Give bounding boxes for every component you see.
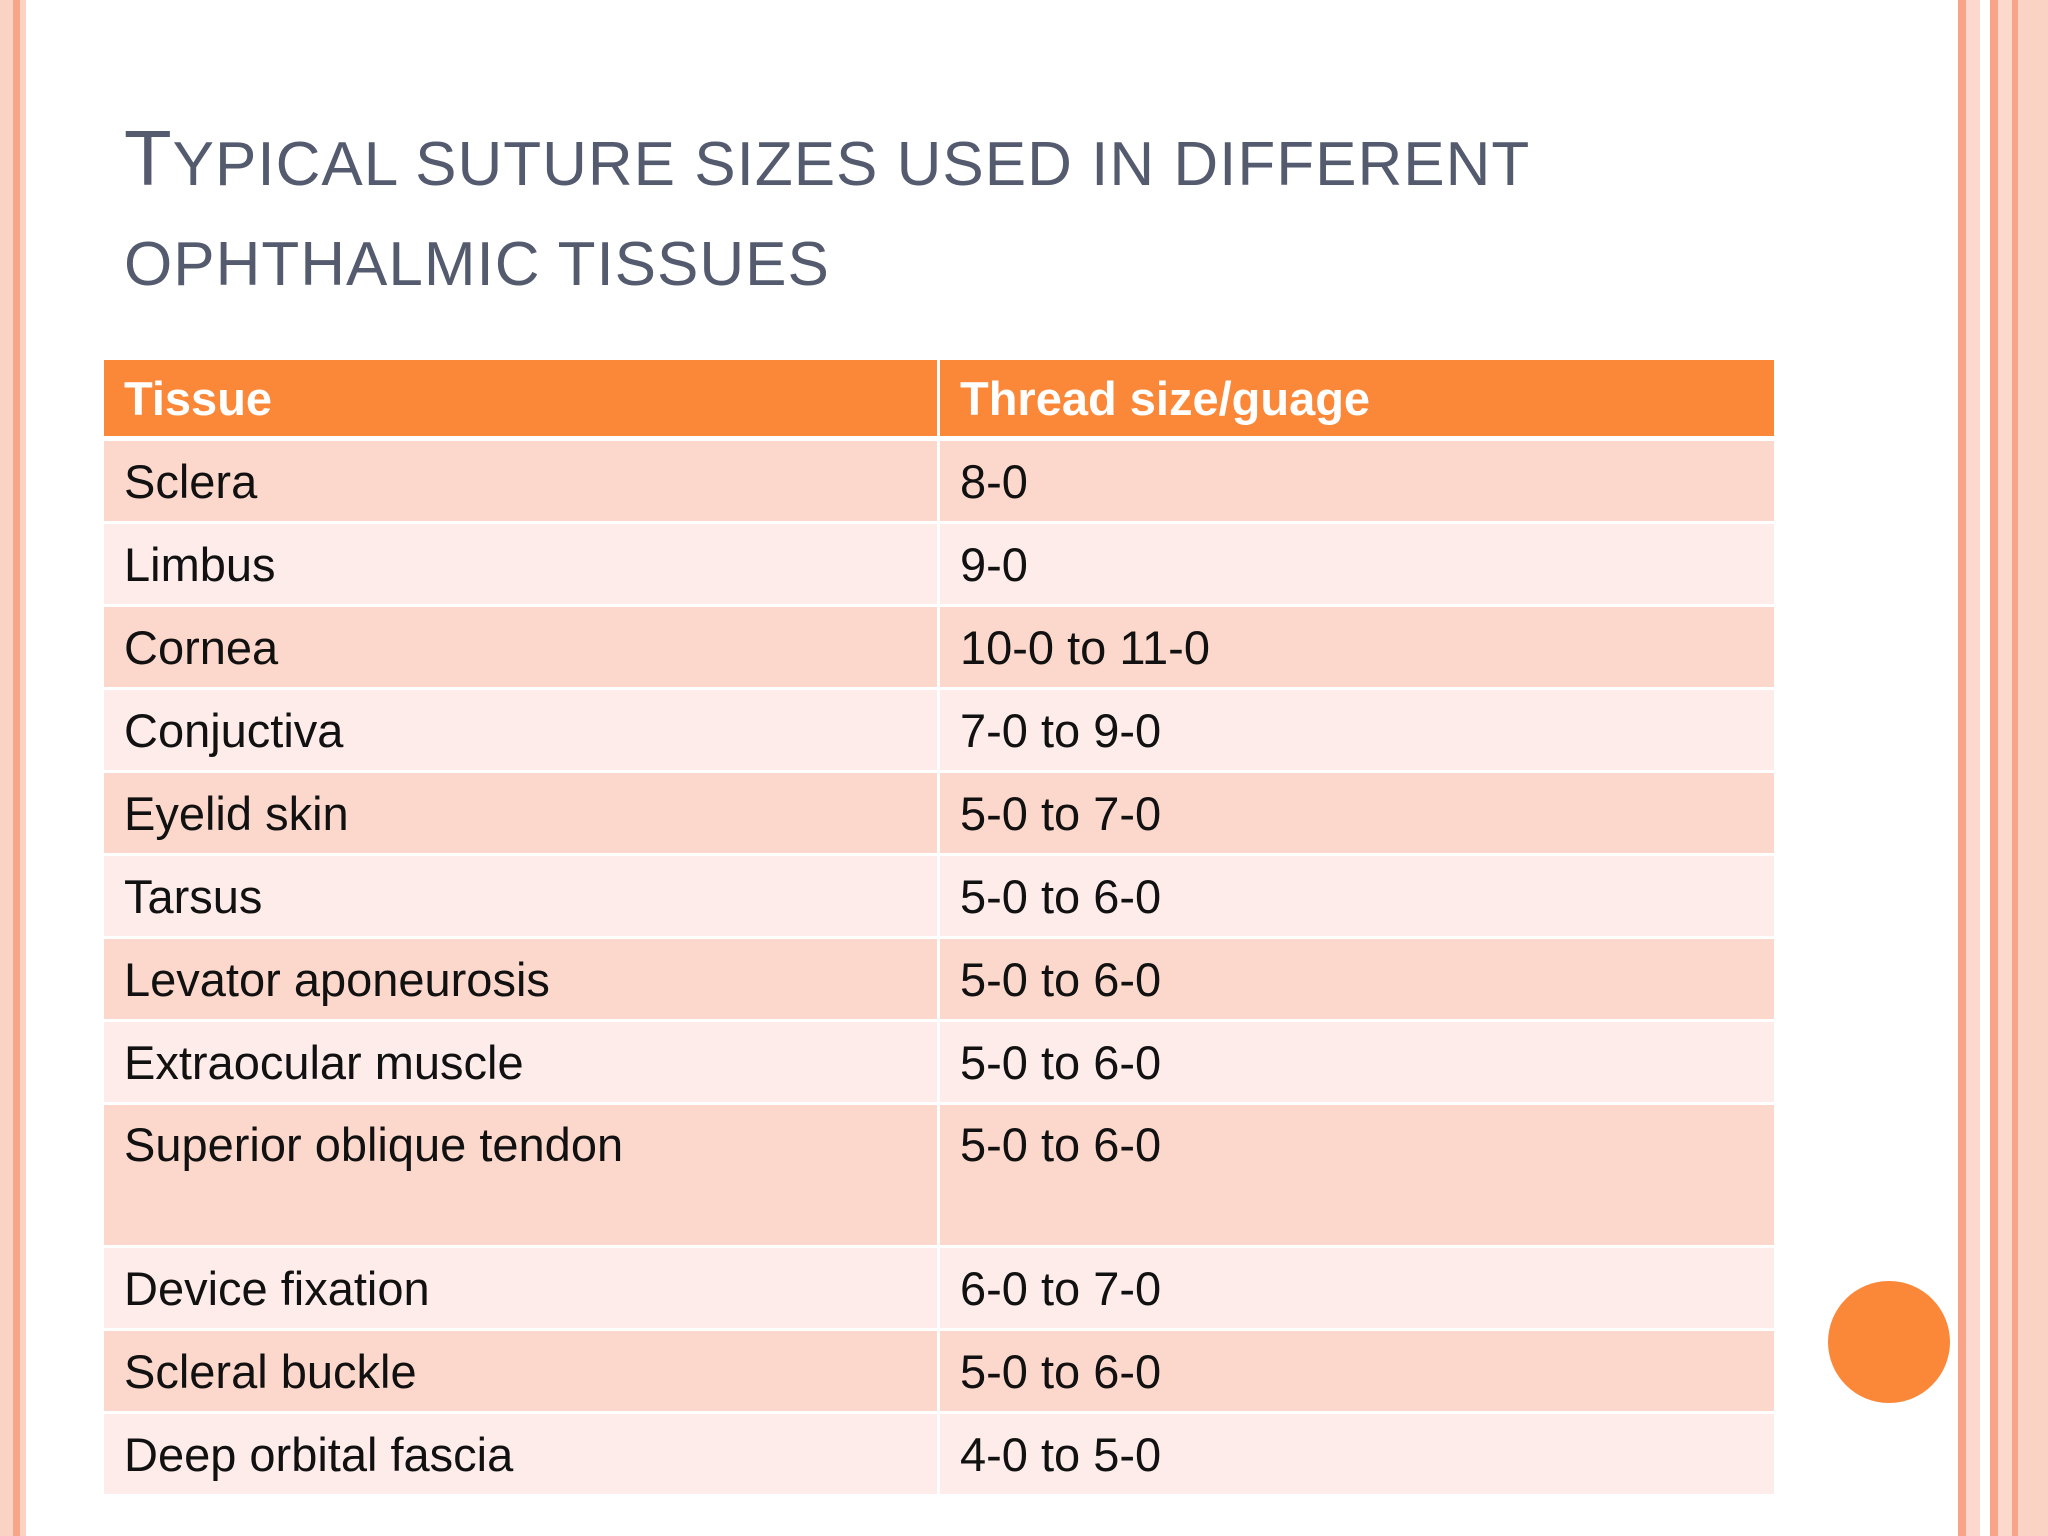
tissue-cell: Scleral buckle xyxy=(104,1331,940,1414)
size-cell: 4-0 to 5-0 xyxy=(940,1414,1774,1497)
right-border-band-2 xyxy=(1966,0,1980,1536)
suture-size-table: Tissue Thread size/guage Sclera 8-0 Limb… xyxy=(104,360,1774,1497)
table-row: Tarsus 5-0 to 6-0 xyxy=(104,856,1774,939)
table-row: Device fixation 6-0 to 7-0 xyxy=(104,1248,1774,1331)
table-header-row: Tissue Thread size/guage xyxy=(104,360,1774,441)
header-thread-size: Thread size/guage xyxy=(940,360,1774,441)
size-cell: 10-0 to 11-0 xyxy=(940,607,1774,690)
slide-title-line1: YPICAL SUTURE SIZES USED IN DIFFERENT xyxy=(172,130,1531,199)
left-border-line xyxy=(13,0,20,1536)
tissue-cell: Deep orbital fascia xyxy=(104,1414,940,1497)
right-border-band-6 xyxy=(2012,0,2018,1536)
table-row: Levator aponeurosis 5-0 to 6-0 xyxy=(104,939,1774,1022)
header-tissue: Tissue xyxy=(104,360,940,441)
size-cell: 5-0 to 6-0 xyxy=(940,1022,1774,1105)
tissue-cell: Device fixation xyxy=(104,1248,940,1331)
table-row: Deep orbital fascia 4-0 to 5-0 xyxy=(104,1414,1774,1497)
size-cell: 5-0 to 6-0 xyxy=(940,939,1774,1022)
size-cell: 5-0 to 6-0 xyxy=(940,1331,1774,1414)
table-row: Limbus 9-0 xyxy=(104,524,1774,607)
table-row: Superior oblique tendon 5-0 to 6-0 xyxy=(104,1105,1774,1248)
right-border-band-5 xyxy=(1998,0,2012,1536)
decorative-orange-circle xyxy=(1828,1281,1950,1403)
right-border-band-3 xyxy=(1980,0,1990,1536)
size-cell: 6-0 to 7-0 xyxy=(940,1248,1774,1331)
table-row: Scleral buckle 5-0 to 6-0 xyxy=(104,1331,1774,1414)
tissue-cell: Eyelid skin xyxy=(104,773,940,856)
size-cell: 5-0 to 7-0 xyxy=(940,773,1774,856)
table-row: Eyelid skin 5-0 to 7-0 xyxy=(104,773,1774,856)
size-cell: 8-0 xyxy=(940,441,1774,524)
right-border-band-4 xyxy=(1990,0,1998,1536)
tissue-cell: Levator aponeurosis xyxy=(104,939,940,1022)
tissue-cell: Superior oblique tendon xyxy=(104,1105,940,1248)
table-row: Extraocular muscle 5-0 to 6-0 xyxy=(104,1022,1774,1105)
tissue-cell: Extraocular muscle xyxy=(104,1022,940,1105)
size-cell: 9-0 xyxy=(940,524,1774,607)
right-border-band-7 xyxy=(2018,0,2048,1536)
size-cell: 5-0 to 6-0 xyxy=(940,1105,1774,1248)
tissue-cell: Sclera xyxy=(104,441,940,524)
slide-title: TYPICAL SUTURE SIZES USED IN DIFFERENT OP… xyxy=(124,108,1724,315)
tissue-cell: Cornea xyxy=(104,607,940,690)
tissue-cell: Conjuctiva xyxy=(104,690,940,773)
tissue-cell: Tarsus xyxy=(104,856,940,939)
size-cell: 5-0 to 6-0 xyxy=(940,856,1774,939)
size-cell: 7-0 to 9-0 xyxy=(940,690,1774,773)
right-border-band-1 xyxy=(1958,0,1966,1536)
slide-title-initial: T xyxy=(124,114,173,202)
table-row: Conjuctiva 7-0 to 9-0 xyxy=(104,690,1774,773)
tissue-cell: Limbus xyxy=(104,524,940,607)
slide-title-line2: OPHTHALMIC TISSUES xyxy=(124,230,830,299)
table-row: Cornea 10-0 to 11-0 xyxy=(104,607,1774,690)
table-row: Sclera 8-0 xyxy=(104,441,1774,524)
